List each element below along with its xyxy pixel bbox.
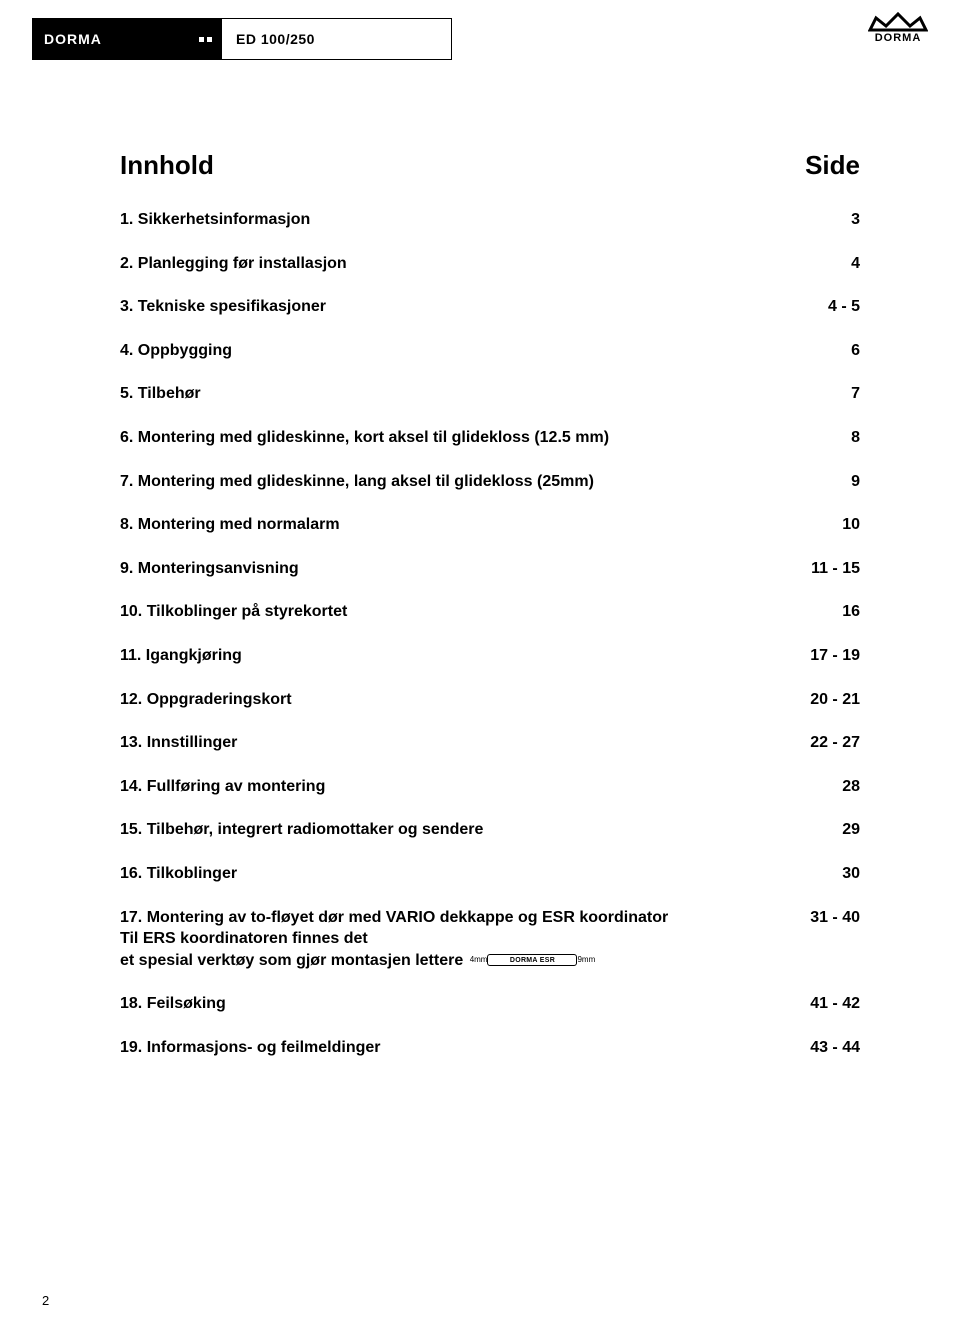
toc-row: 8. Montering med normalarm 10	[120, 514, 860, 536]
toc-row-page: 22 - 27	[810, 732, 860, 754]
toc-row-text: 15. Tilbehør, integrert radiomottaker og…	[120, 821, 483, 838]
toc-row-text: 4. Oppbygging	[120, 342, 232, 359]
toc-row: 19. Informasjons- og feilmeldinger 43 - 4…	[120, 1037, 860, 1059]
toc-row-page: 43 - 44	[810, 1037, 860, 1059]
toc-row: 7. Montering med glideskinne, lang aksel…	[120, 471, 860, 493]
toc-row-text: 7. Montering med glideskinne, lang aksel…	[120, 473, 594, 490]
toc-row: 3. Tekniske spesifikasjoner 4 - 5	[120, 296, 860, 318]
toc-row-page: 31 - 40	[810, 907, 860, 929]
toc: Innhold Side 1. Sikkerhetsinformasjon 3 2.…	[120, 150, 860, 1080]
toc-row-text: 6. Montering med glideskinne, kort aksel…	[120, 429, 609, 446]
toc-row-page: 30	[842, 863, 860, 885]
toc-row-title: 6. Montering med glideskinne, kort aksel…	[120, 427, 851, 449]
toc-row: 1. Sikkerhetsinformasjon 3	[120, 209, 860, 231]
header-dots-icon	[199, 37, 212, 42]
toc-row: 9. Monteringsanvisning 11 - 15	[120, 558, 860, 580]
ruler-right-label: 9mm	[577, 955, 595, 966]
toc-row: 11. Igangkjøring 17 - 19	[120, 645, 860, 667]
toc-row: 4. Oppbygging 6	[120, 340, 860, 362]
toc-row-text: 12. Oppgraderingskort	[120, 691, 292, 708]
toc-row-title: 18. Feilsøking	[120, 993, 810, 1015]
toc-row-text: 2. Planlegging før installasjon	[120, 255, 347, 272]
toc-row: 16. Tilkoblinger 30	[120, 863, 860, 885]
toc-row-title: 10. Tilkoblinger på styrekortet	[120, 601, 842, 623]
page-header: DORMA ED 100/250 DORMA	[0, 0, 960, 60]
toc-row-title: 7. Montering med glideskinne, lang aksel…	[120, 471, 851, 493]
toc-row-title: 16. Tilkoblinger	[120, 863, 842, 885]
brand-text: DORMA	[44, 31, 102, 47]
toc-row: 13. Innstillinger 22 - 27	[120, 732, 860, 754]
brand-logo-text: DORMA	[868, 32, 928, 44]
toc-row-text: 11. Igangkjøring	[120, 647, 242, 664]
toc-header: Innhold Side	[120, 150, 860, 181]
toc-row-text: 8. Montering med normalarm	[120, 516, 340, 533]
toc-row-title: 19. Informasjons- og feilmeldinger	[120, 1037, 810, 1059]
toc-row-title: 12. Oppgraderingskort	[120, 689, 810, 711]
toc-row-page: 11 - 15	[811, 558, 860, 580]
toc-row-title: 15. Tilbehør, integrert radiomottaker og…	[120, 819, 842, 841]
toc-row-subtext: et spesial verktøy som gjør montasjen le…	[120, 950, 790, 972]
toc-row: 5. Tilbehør 7	[120, 383, 860, 405]
toc-row-page: 41 - 42	[810, 993, 860, 1015]
toc-row-text: 16. Tilkoblinger	[120, 865, 237, 882]
toc-row-title: 2. Planlegging før installasjon	[120, 253, 851, 275]
toc-row-text: 5. Tilbehør	[120, 385, 201, 402]
toc-row-text: 1. Sikkerhetsinformasjon	[120, 211, 310, 228]
toc-row-text: 13. Innstillinger	[120, 734, 237, 751]
toc-row-page: 17 - 19	[810, 645, 860, 667]
toc-row: 6. Montering med glideskinne, kort aksel…	[120, 427, 860, 449]
page-number: 2	[42, 1293, 49, 1308]
toc-row-page: 8	[851, 427, 860, 449]
toc-row: 12. Oppgraderingskort 20 - 21	[120, 689, 860, 711]
toc-row-title: 3. Tekniske spesifikasjoner	[120, 296, 828, 318]
toc-row-page: 7	[851, 383, 860, 405]
toc-row-title: 17. Montering av to-fløyet dør med VARIO…	[120, 907, 810, 972]
model-text: ED 100/250	[236, 31, 315, 47]
toc-row-title: 11. Igangkjøring	[120, 645, 810, 667]
toc-row-text: 10. Tilkoblinger på styrekortet	[120, 603, 347, 620]
toc-row: 10. Tilkoblinger på styrekortet 16	[120, 601, 860, 623]
toc-row-text: 3. Tekniske spesifikasjoner	[120, 298, 326, 315]
toc-heading-left: Innhold	[120, 150, 214, 181]
toc-row-page: 28	[842, 776, 860, 798]
toc-row-title: 4. Oppbygging	[120, 340, 851, 362]
toc-row: 17. Montering av to-fløyet dør med VARIO…	[120, 907, 860, 972]
toc-row-title: 14. Fullføring av montering	[120, 776, 842, 798]
toc-row: 2. Planlegging før installasjon 4	[120, 253, 860, 275]
toc-row-page: 16	[842, 601, 860, 623]
crown-icon	[868, 12, 928, 34]
toc-row-page: 6	[851, 340, 860, 362]
toc-row-text: 17. Montering av to-fløyet dør med VARIO…	[120, 909, 668, 926]
toc-row: 15. Tilbehør, integrert radiomottaker og…	[120, 819, 860, 841]
toc-row-title: 5. Tilbehør	[120, 383, 851, 405]
toc-row-page: 4	[851, 253, 860, 275]
toc-row-text: 14. Fullføring av montering	[120, 778, 325, 795]
header-model-block: ED 100/250	[222, 18, 452, 60]
toc-row-page: 9	[851, 471, 860, 493]
toc-row-page: 29	[842, 819, 860, 841]
toc-row-text: 18. Feilsøking	[120, 995, 226, 1012]
ruler-body-label: DORMA ESR	[487, 954, 577, 966]
toc-row: 14. Fullføring av montering 28	[120, 776, 860, 798]
toc-heading-right: Side	[805, 150, 860, 181]
toc-row-page: 10	[842, 514, 860, 536]
toc-row-title: 9. Monteringsanvisning	[120, 558, 811, 580]
brand-logo: DORMA	[868, 12, 928, 44]
toc-row-page: 4 - 5	[828, 296, 860, 318]
ruler-icon: 4mmDORMA ESR9mm	[470, 954, 596, 966]
toc-row: 18. Feilsøking 41 - 42	[120, 993, 860, 1015]
toc-row-text: 19. Informasjons- og feilmeldinger	[120, 1039, 381, 1056]
toc-row-title: 13. Innstillinger	[120, 732, 810, 754]
toc-row-subtext: Til ERS koordinatoren finnes det	[120, 928, 790, 950]
toc-row-text: 9. Monteringsanvisning	[120, 560, 299, 577]
toc-row-title: 1. Sikkerhetsinformasjon	[120, 209, 851, 231]
ruler-left-label: 4mm	[470, 955, 488, 966]
toc-row-page: 20 - 21	[810, 689, 860, 711]
toc-row-title: 8. Montering med normalarm	[120, 514, 842, 536]
toc-row-page: 3	[851, 209, 860, 231]
header-brand-block: DORMA	[32, 18, 222, 60]
